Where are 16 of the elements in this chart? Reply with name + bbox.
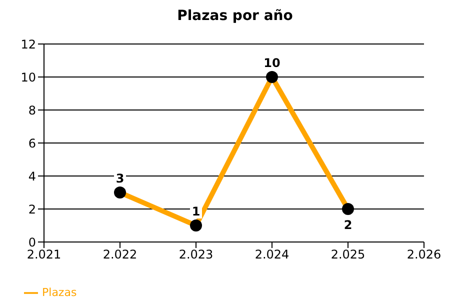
x-tick-label: 2.023 (178, 248, 214, 262)
x-tick-label: 2.026 (406, 248, 442, 262)
y-tick-label: 12 (20, 37, 36, 52)
y-tick-label: 0 (28, 235, 36, 250)
y-tick-label: 8 (28, 103, 36, 118)
x-tick-label: 2.021 (26, 248, 62, 262)
chart-title: Plazas por año (176, 7, 294, 26)
x-tick-label: 2.025 (330, 248, 366, 262)
y-tick-label: 2 (28, 202, 36, 216)
x-tick-label: 2.022 (102, 248, 138, 262)
y-tick-label: 6 (28, 136, 36, 150)
data-label: 10 (264, 56, 280, 70)
y-tick-label: 10 (20, 70, 36, 84)
x-tick-label: 2.024 (254, 248, 290, 262)
y-tick-label: 4 (28, 169, 36, 184)
legend-label: Plazas (42, 286, 77, 300)
